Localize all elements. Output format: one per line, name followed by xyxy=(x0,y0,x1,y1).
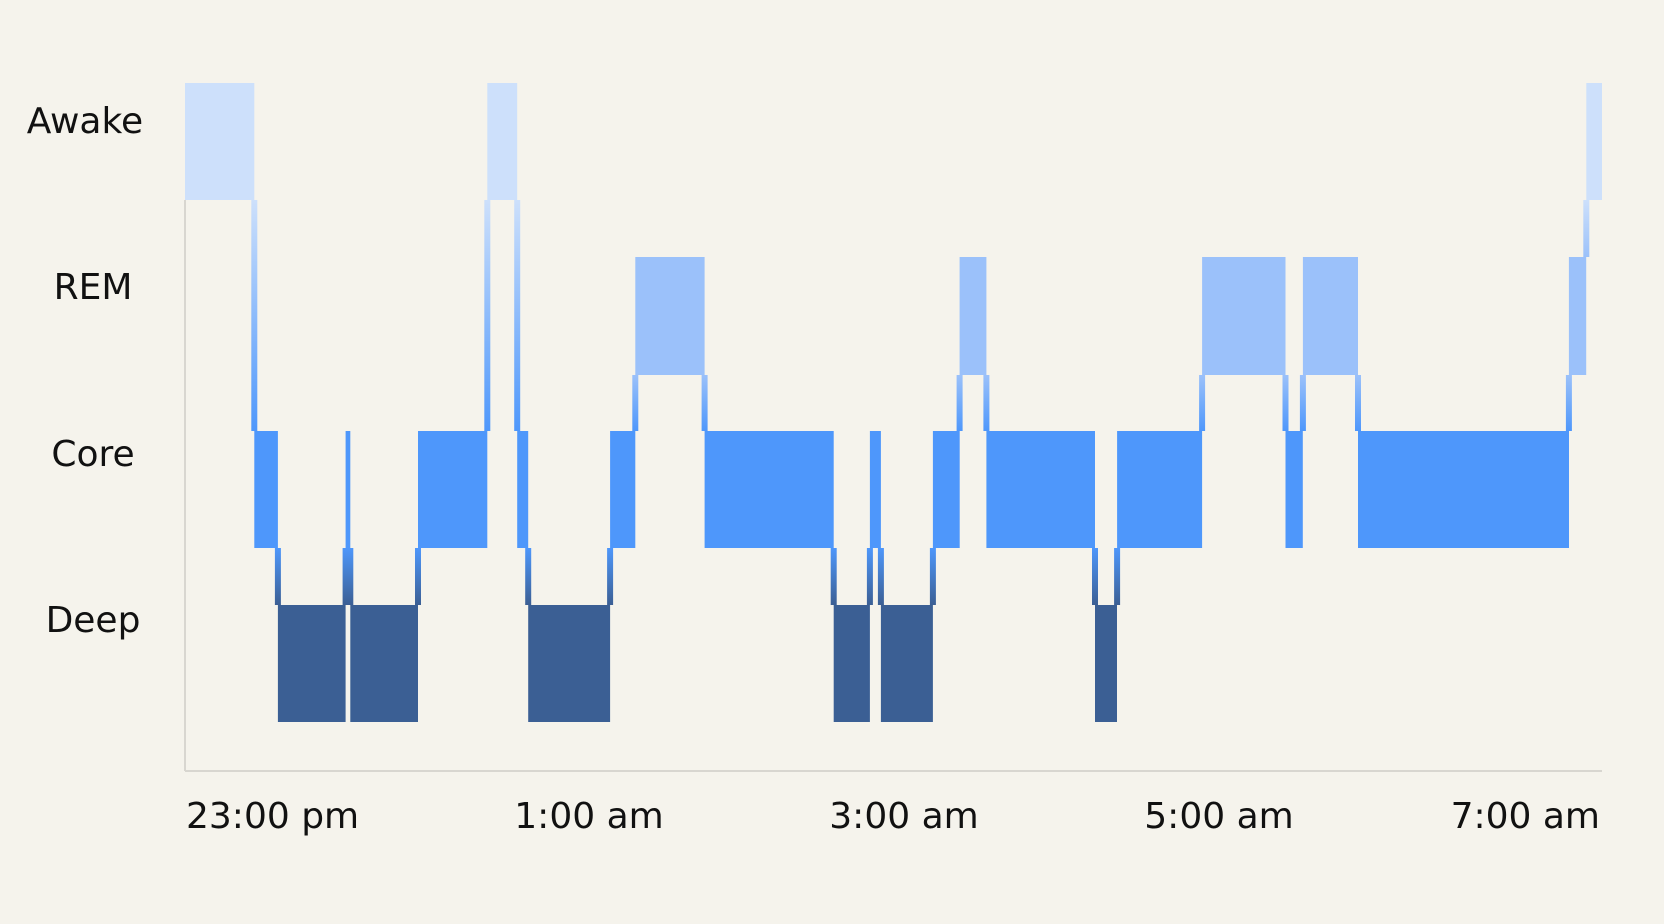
stage-transition xyxy=(251,200,258,431)
segment-rem xyxy=(1202,257,1286,375)
stage-transition xyxy=(525,548,532,605)
stage-transition xyxy=(607,548,614,605)
y-axis-labels: Awake REM Core Deep xyxy=(27,101,143,641)
stage-transition xyxy=(701,375,708,431)
segment-rem xyxy=(959,257,987,375)
x-tick-label: 5:00 am xyxy=(1144,796,1293,837)
y-label-awake: Awake xyxy=(27,101,143,142)
segment-core xyxy=(986,431,1095,548)
stage-transition xyxy=(415,548,421,605)
segment-core xyxy=(932,431,960,548)
segment-core xyxy=(704,431,834,548)
segment-awake xyxy=(1586,83,1602,200)
y-label-rem: REM xyxy=(54,267,133,308)
stage-transition xyxy=(866,548,873,605)
stage-transition xyxy=(342,548,349,605)
stage-transition xyxy=(956,375,963,431)
segment-deep xyxy=(277,605,346,722)
stage-transition xyxy=(929,548,936,605)
segment-rem xyxy=(1568,257,1587,375)
segment-core xyxy=(254,431,278,548)
x-axis-labels: 23:00 pm 1:00 am 3:00 am 5:00 am 7:00 am xyxy=(186,796,1600,837)
stage-transition xyxy=(484,200,491,431)
segment-awake xyxy=(487,83,518,200)
x-tick-label: 23:00 pm xyxy=(186,796,359,837)
segment-rem xyxy=(635,257,705,375)
stage-transition xyxy=(1282,375,1289,431)
stage-transition xyxy=(514,200,521,431)
x-tick-label: 1:00 am xyxy=(514,796,663,837)
stage-transition xyxy=(274,548,281,605)
y-label-core: Core xyxy=(51,434,134,475)
segment-core xyxy=(517,431,529,548)
stage-transition xyxy=(1355,375,1361,431)
segment-core xyxy=(1117,431,1203,548)
stage-transition xyxy=(1299,375,1306,431)
stage-transitions xyxy=(251,200,1590,605)
stage-transition xyxy=(632,375,639,431)
stage-transition xyxy=(983,375,990,431)
axes xyxy=(184,200,1602,772)
stage-segments xyxy=(185,83,1602,722)
segment-core xyxy=(1285,431,1303,548)
stage-transition xyxy=(1565,375,1572,431)
segment-rem xyxy=(1302,257,1358,375)
stage-transition xyxy=(1092,548,1098,605)
x-tick-label: 3:00 am xyxy=(829,796,978,837)
x-tick-label: 7:00 am xyxy=(1451,796,1600,837)
segment-deep xyxy=(880,605,933,722)
stage-transition xyxy=(1114,548,1121,605)
stage-transition xyxy=(830,548,837,605)
segment-core xyxy=(610,431,636,548)
stage-transition xyxy=(1583,200,1590,257)
stage-transition xyxy=(1199,375,1206,431)
segment-core xyxy=(345,431,351,548)
segment-core xyxy=(1358,431,1569,548)
segment-deep xyxy=(1095,605,1117,722)
y-label-deep: Deep xyxy=(46,600,141,641)
segment-awake xyxy=(185,83,255,200)
segment-core xyxy=(869,431,881,548)
stage-transition xyxy=(877,548,884,605)
segment-deep xyxy=(350,605,418,722)
segment-deep xyxy=(833,605,870,722)
stage-transition xyxy=(347,548,354,605)
segment-core xyxy=(418,431,488,548)
segment-deep xyxy=(528,605,611,722)
